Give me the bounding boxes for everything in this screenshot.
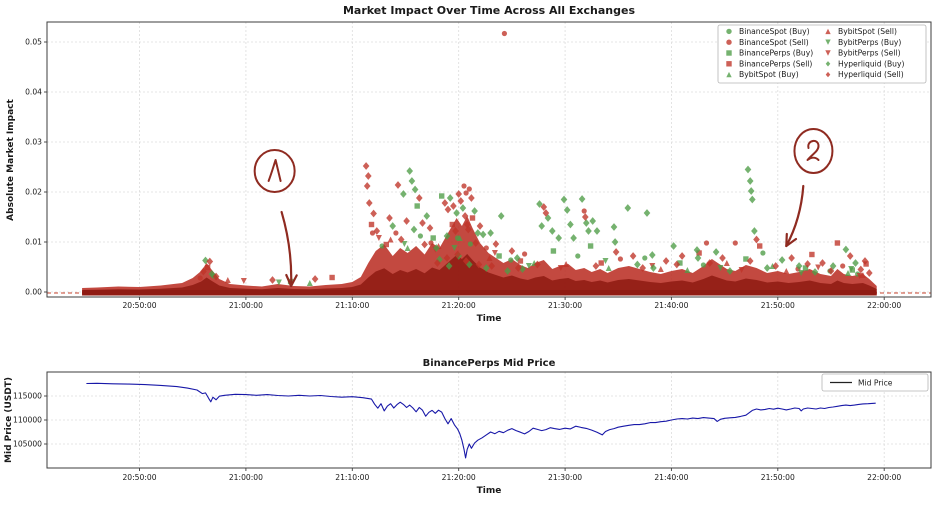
top-chart-title: Market Impact Over Time Across All Excha… <box>343 4 635 17</box>
top-x-tick-label: 21:50:00 <box>761 301 795 310</box>
top-y-tick-label: 0.05 <box>25 38 42 47</box>
mid-price-line <box>86 382 876 459</box>
bottom-chart-ylabel: Mid Price (USDT) <box>4 377 14 463</box>
legend-label-binancespot-sell: BinanceSpot (Sell) <box>739 38 809 47</box>
annotation-1 <box>253 149 298 288</box>
bottom-x-tick-label: 21:10:00 <box>335 473 369 482</box>
top-y-tick-label: 0.01 <box>25 238 42 247</box>
baseline-band-base <box>82 290 877 296</box>
legend-label-hyperliquid-sell: Hyperliquid (Sell) <box>838 70 904 79</box>
bottom-x-tick-label: 21:40:00 <box>654 473 688 482</box>
legend-label-binanceperps-buy: BinancePerps (Buy) <box>739 49 813 58</box>
bottom-x-tick-label: 21:30:00 <box>548 473 582 482</box>
top-x-tick-label: 21:00:00 <box>229 301 263 310</box>
mid-price-chart: 20:50:00 21:00:00 21:10:00 21:20:00 21:30:00… <box>13 371 932 482</box>
bottom-chart-title: BinancePerps Mid Price <box>423 358 556 369</box>
bottom-y-tick-label: 105000 <box>13 440 42 449</box>
top-x-tick-label: 21:10:00 <box>335 301 369 310</box>
series-bybitperps-buy <box>275 241 855 286</box>
legend-label-bybitspot-buy: BybitSpot (Buy) <box>739 70 799 79</box>
legend-label-hyperliquid-buy: Hyperliquid (Buy) <box>838 59 904 68</box>
top-x-tick-label: 21:20:00 <box>442 301 476 310</box>
top-y-tick-label: 0.03 <box>25 138 42 147</box>
top-x-tick-label: 20:50:00 <box>122 301 156 310</box>
legend-label-bybitperps-sell: BybitPerps (Sell) <box>838 49 901 58</box>
bottom-y-tick-label: 115000 <box>13 392 42 401</box>
bottom-x-tick-label: 21:20:00 <box>442 473 476 482</box>
bottom-x-tick-label: 21:00:00 <box>229 473 263 482</box>
bottom-y-tick-label: 110000 <box>13 416 42 425</box>
baseline-band-core <box>82 254 877 296</box>
legend-label-mid-price: Mid Price <box>858 379 893 388</box>
legend-label-bybitperps-buy: BybitPerps (Buy) <box>838 38 901 47</box>
annotation-2 <box>785 128 834 248</box>
top-y-tick-label: 0.00 <box>25 288 42 297</box>
annotation-arrow-2 <box>785 184 805 248</box>
top-legend: BinanceSpot (Buy) BinanceSpot (Sell) Binan… <box>717 24 927 84</box>
top-plot-border <box>46 21 932 298</box>
bottom-plot-border <box>46 371 932 469</box>
series-hyperliquid-sell <box>200 162 873 284</box>
annotation-label-1 <box>267 159 282 182</box>
market-impact-chart: 20:50:00 21:00:00 21:10:00 21:20:00 21:30:00… <box>25 21 932 310</box>
top-y-tick-label: 0.02 <box>25 188 42 197</box>
legend-label-binanceperps-sell: BinancePerps (Sell) <box>739 59 812 68</box>
series-binanceperps-sell <box>204 215 869 281</box>
legend-label-bybitspot-sell: BybitSpot (Sell) <box>838 27 897 36</box>
top-x-tick-label: 22:00:00 <box>867 301 901 310</box>
annotation-circle-2 <box>793 128 834 174</box>
baseline-band <box>82 216 877 296</box>
top-x-tick-label: 21:30:00 <box>548 301 582 310</box>
bottom-chart-xlabel: Time <box>477 486 502 496</box>
bottom-x-tick-label: 22:00:00 <box>867 473 901 482</box>
top-x-tick-label: 21:40:00 <box>654 301 688 310</box>
bottom-x-tick-label: 21:50:00 <box>761 473 795 482</box>
top-chart-xlabel: Time <box>477 314 502 324</box>
series-hyperliquid-buy <box>202 165 859 278</box>
top-y-tick-label: 0.04 <box>25 88 42 97</box>
annotation-arrow-1 <box>280 210 293 288</box>
bottom-x-tick-label: 20:50:00 <box>122 473 156 482</box>
legend-label-binancespot-buy: BinanceSpot (Buy) <box>739 27 810 36</box>
bottom-legend: Mid Price <box>821 373 929 392</box>
top-chart-ylabel: Absolute Market Impact <box>6 99 16 221</box>
annotation-label-2 <box>806 140 820 161</box>
annotation-circle-1 <box>253 149 296 193</box>
